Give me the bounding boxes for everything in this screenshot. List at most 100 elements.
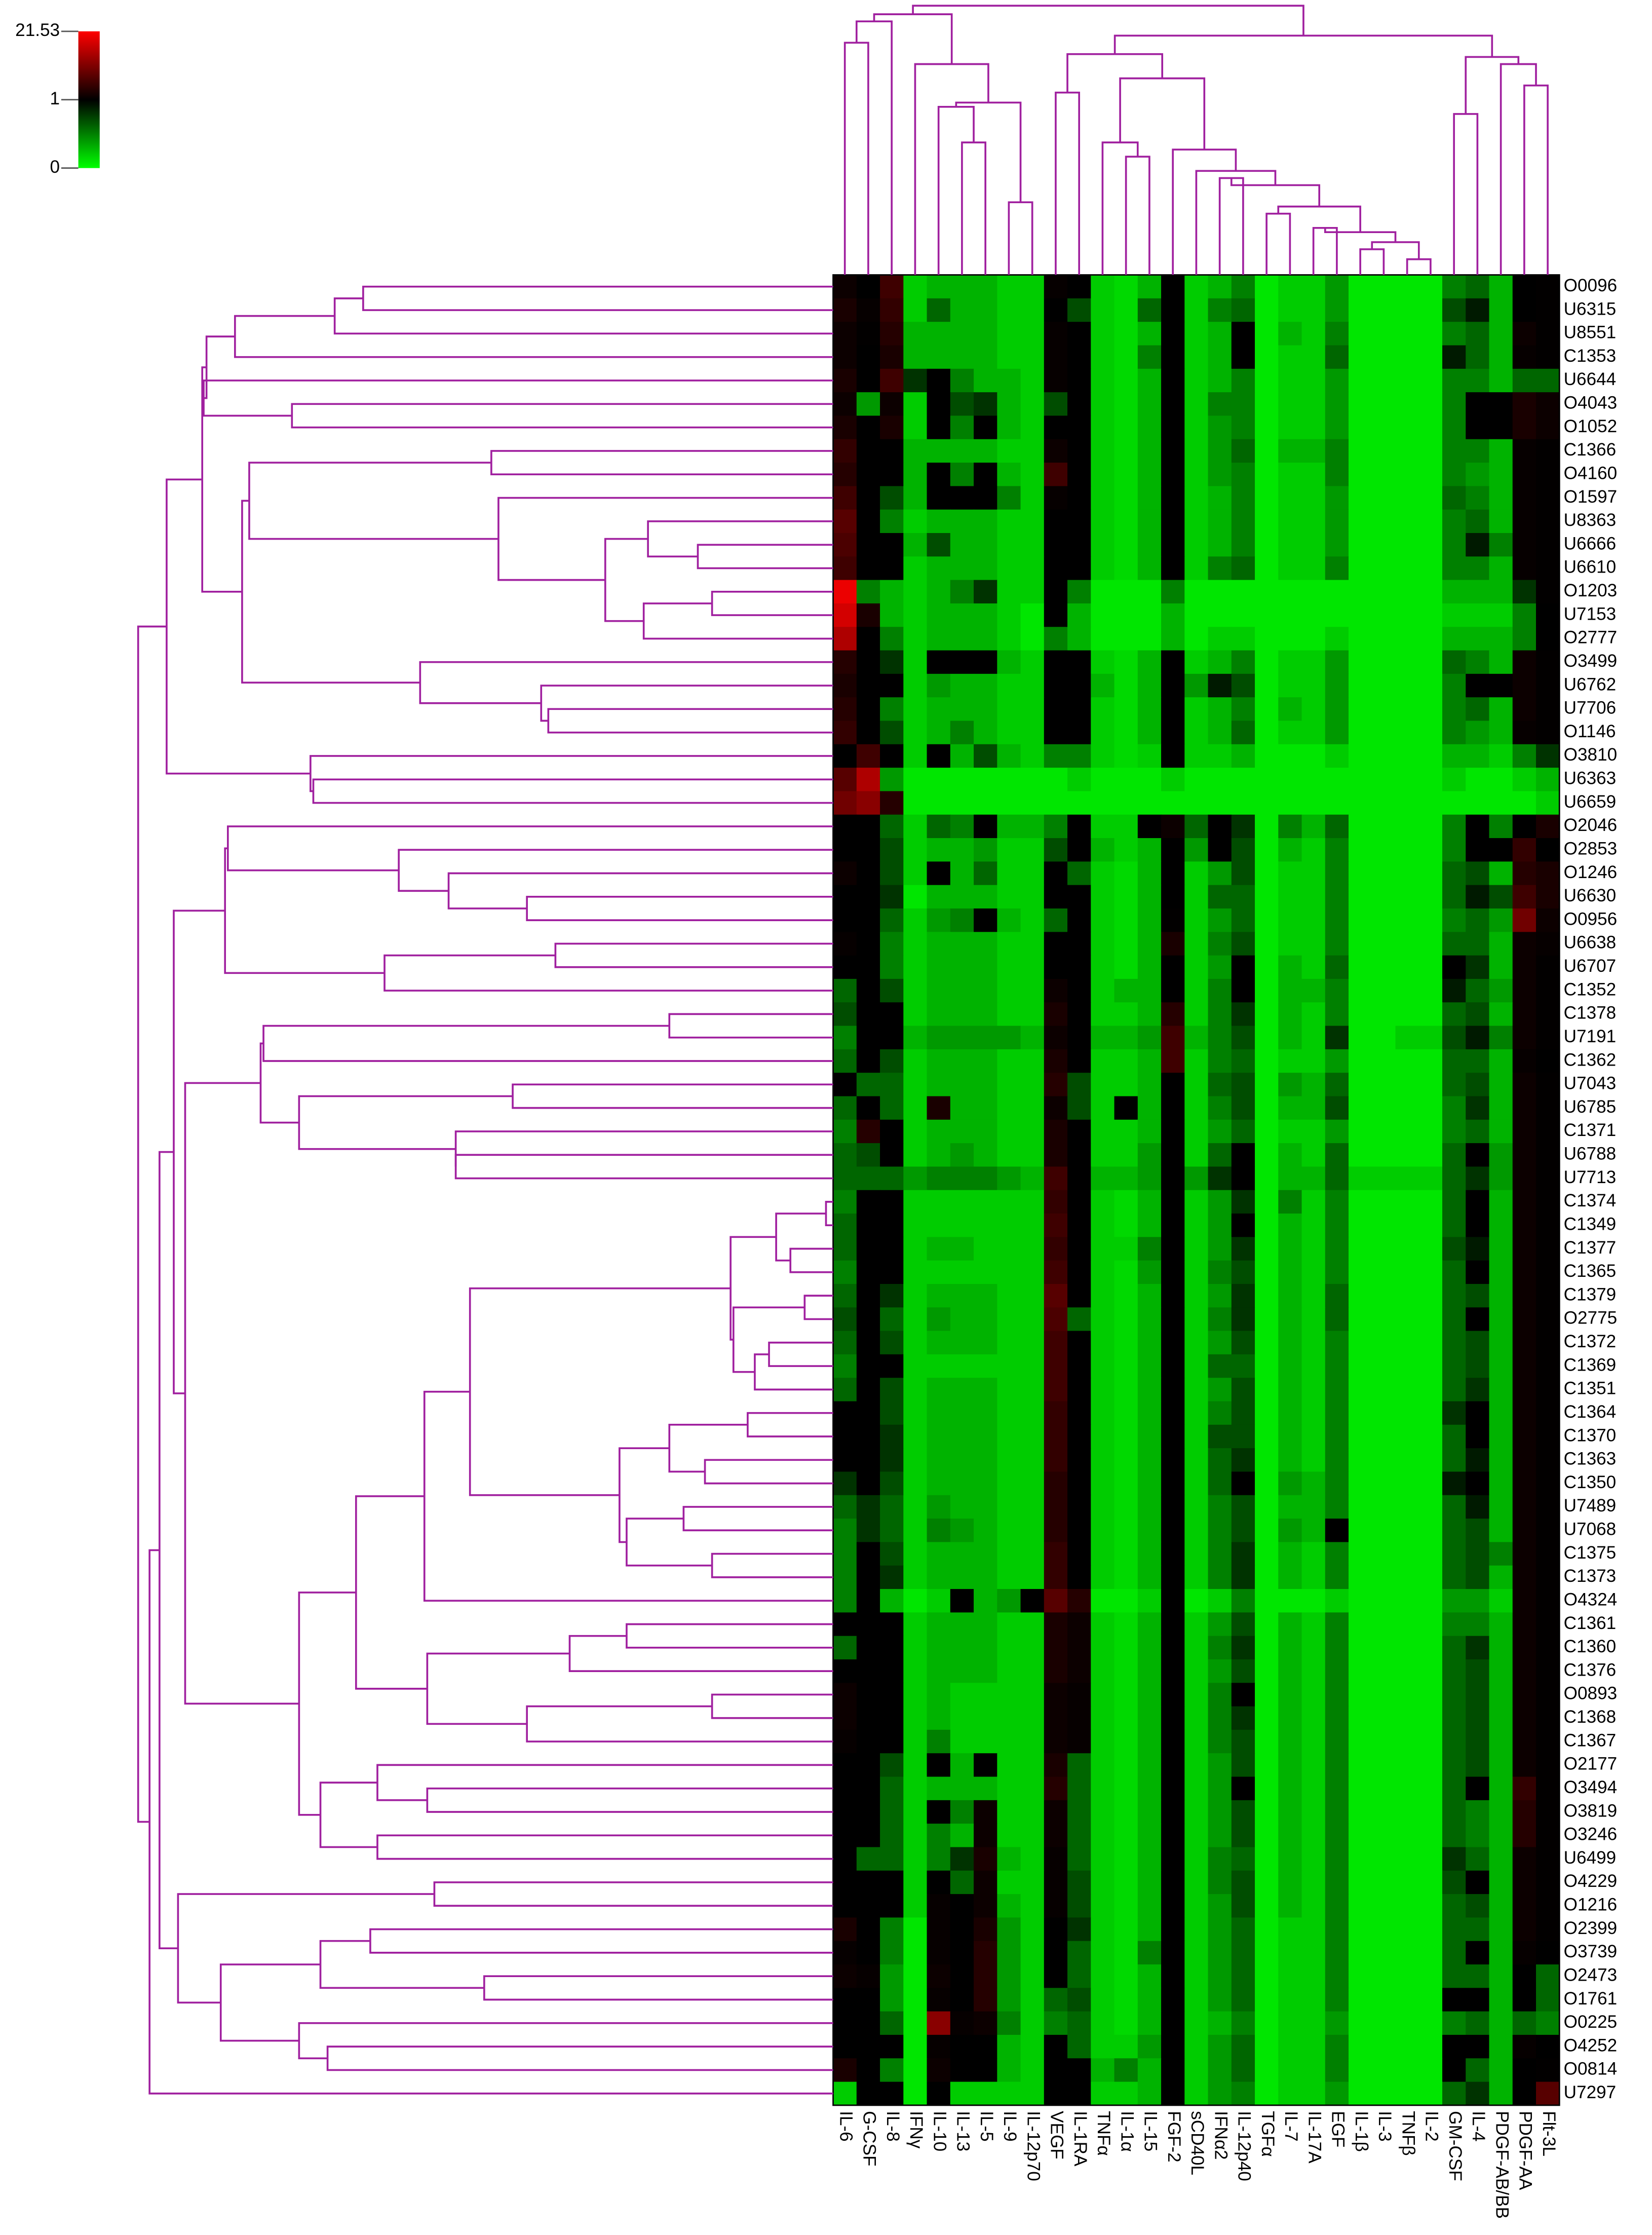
- heatmap-cell: [974, 439, 998, 463]
- heatmap-cell: [1349, 392, 1373, 416]
- heatmap-cell: [880, 932, 904, 956]
- heatmap-cell: [1208, 345, 1232, 369]
- heatmap-cell: [1418, 1331, 1443, 1355]
- column-label: EGF: [1328, 2111, 1348, 2147]
- heatmap-cell: [880, 1002, 904, 1027]
- heatmap-cell: [1442, 463, 1467, 487]
- heatmap-cell: [856, 1307, 880, 1332]
- heatmap-cell: [1349, 1542, 1373, 1566]
- heatmap-cell: [1020, 1002, 1045, 1027]
- heatmap-cell: [880, 1542, 904, 1566]
- heatmap-cell: [1161, 2058, 1185, 2082]
- heatmap-cell: [1137, 1964, 1162, 1989]
- heatmap-cell: [1067, 1894, 1092, 1918]
- heatmap-cell: [1536, 1988, 1560, 2012]
- heatmap-cell: [1161, 2034, 1185, 2059]
- heatmap-cell: [1325, 838, 1349, 862]
- heatmap-cell: [856, 345, 880, 369]
- heatmap-cell: [1395, 1143, 1419, 1167]
- heatmap-cell: [1395, 673, 1419, 698]
- heatmap-cell: [1114, 1495, 1138, 1519]
- heatmap-cell: [833, 603, 857, 628]
- heatmap-cell: [856, 368, 880, 393]
- heatmap-cell: [1137, 908, 1162, 933]
- heatmap-cell: [1442, 838, 1467, 862]
- heatmap-cell: [1091, 932, 1115, 956]
- heatmap-cell: [1137, 1073, 1162, 1097]
- heatmap-cell: [1512, 1495, 1536, 1519]
- heatmap-cell: [1067, 1941, 1092, 1965]
- heatmap-cell: [950, 1424, 974, 1449]
- heatmap-cell: [1137, 1049, 1162, 1074]
- dendrogram-branch: [512, 1083, 833, 1109]
- heatmap-cell: [1184, 1143, 1209, 1167]
- row-label: U6610: [1564, 557, 1617, 577]
- dendrogram-branch: [1119, 77, 1206, 150]
- dendrogram-branch: [219, 1963, 321, 2042]
- heatmap-cell: [1161, 1237, 1185, 1261]
- heatmap-cell: [1395, 627, 1419, 651]
- heatmap-cell: [974, 415, 998, 440]
- heatmap-cell: [1114, 1706, 1138, 1730]
- heatmap-cell: [1091, 1096, 1115, 1120]
- heatmap-cell: [1325, 1683, 1349, 1707]
- heatmap-cell: [1301, 1307, 1326, 1332]
- heatmap-cell: [1489, 1824, 1513, 1848]
- heatmap-cell: [1349, 1519, 1373, 1543]
- heatmap-cell: [1020, 1166, 1045, 1191]
- heatmap-cell: [1114, 1283, 1138, 1308]
- heatmap-cell: [1349, 580, 1373, 604]
- heatmap-cell: [880, 1424, 904, 1449]
- heatmap-cell: [1161, 603, 1185, 628]
- heatmap-cell: [927, 861, 951, 886]
- heatmap-cell: [1395, 1988, 1419, 2012]
- column-label: GM-CSF: [1445, 2111, 1465, 2181]
- heatmap-cell: [1489, 1941, 1513, 1965]
- heatmap-cell: [1512, 1002, 1536, 1027]
- row-label: O1203: [1564, 581, 1617, 600]
- heatmap-cell: [833, 1073, 857, 1097]
- heatmap-cell: [1301, 1471, 1326, 1496]
- dendrogram-branch: [729, 1236, 777, 1341]
- heatmap-cell: [1325, 1331, 1349, 1355]
- heatmap-cell: [950, 1190, 974, 1214]
- heatmap-cell: [1208, 1894, 1232, 1918]
- heatmap-cell: [1418, 1683, 1443, 1707]
- heatmap-cell: [1278, 1519, 1302, 1543]
- row-label: O1597: [1564, 487, 1617, 507]
- heatmap-cell: [1208, 838, 1232, 862]
- heatmap-cell: [927, 1260, 951, 1284]
- heatmap-cell: [1512, 392, 1536, 416]
- heatmap-cell: [1184, 2058, 1209, 2082]
- heatmap-cell: [1442, 768, 1467, 792]
- heatmap-cell: [1536, 814, 1560, 839]
- heatmap-cell: [974, 1166, 998, 1191]
- heatmap-cell: [1091, 838, 1115, 862]
- heatmap-cell: [950, 486, 974, 510]
- heatmap-cell: [1208, 2081, 1232, 2106]
- heatmap-cell: [1137, 392, 1162, 416]
- heatmap-cell: [1137, 861, 1162, 886]
- heatmap-cell: [1536, 463, 1560, 487]
- heatmap-cell: [833, 368, 857, 393]
- heatmap-cell: [997, 1636, 1021, 1660]
- heatmap-cell: [1442, 2081, 1467, 2106]
- heatmap-cell: [1418, 415, 1443, 440]
- heatmap-cell: [1489, 275, 1513, 299]
- heatmap-cell: [1255, 275, 1279, 299]
- heatmap-cell: [1536, 1753, 1560, 1777]
- heatmap-cell: [927, 322, 951, 346]
- heatmap-cell: [927, 439, 951, 463]
- dendrogram-branch: [803, 1295, 833, 1320]
- heatmap-cell: [833, 275, 857, 299]
- heatmap-cell: [1184, 1237, 1209, 1261]
- heatmap-cell: [1325, 603, 1349, 628]
- heatmap-cell: [1325, 978, 1349, 1003]
- heatmap-cell: [1255, 1096, 1279, 1120]
- heatmap-cell: [1044, 2011, 1068, 2035]
- heatmap-cell: [833, 955, 857, 979]
- heatmap-cell: [927, 1448, 951, 1472]
- heatmap-cell: [1349, 908, 1373, 933]
- heatmap-cell: [1255, 298, 1279, 323]
- heatmap-cell: [1231, 791, 1255, 815]
